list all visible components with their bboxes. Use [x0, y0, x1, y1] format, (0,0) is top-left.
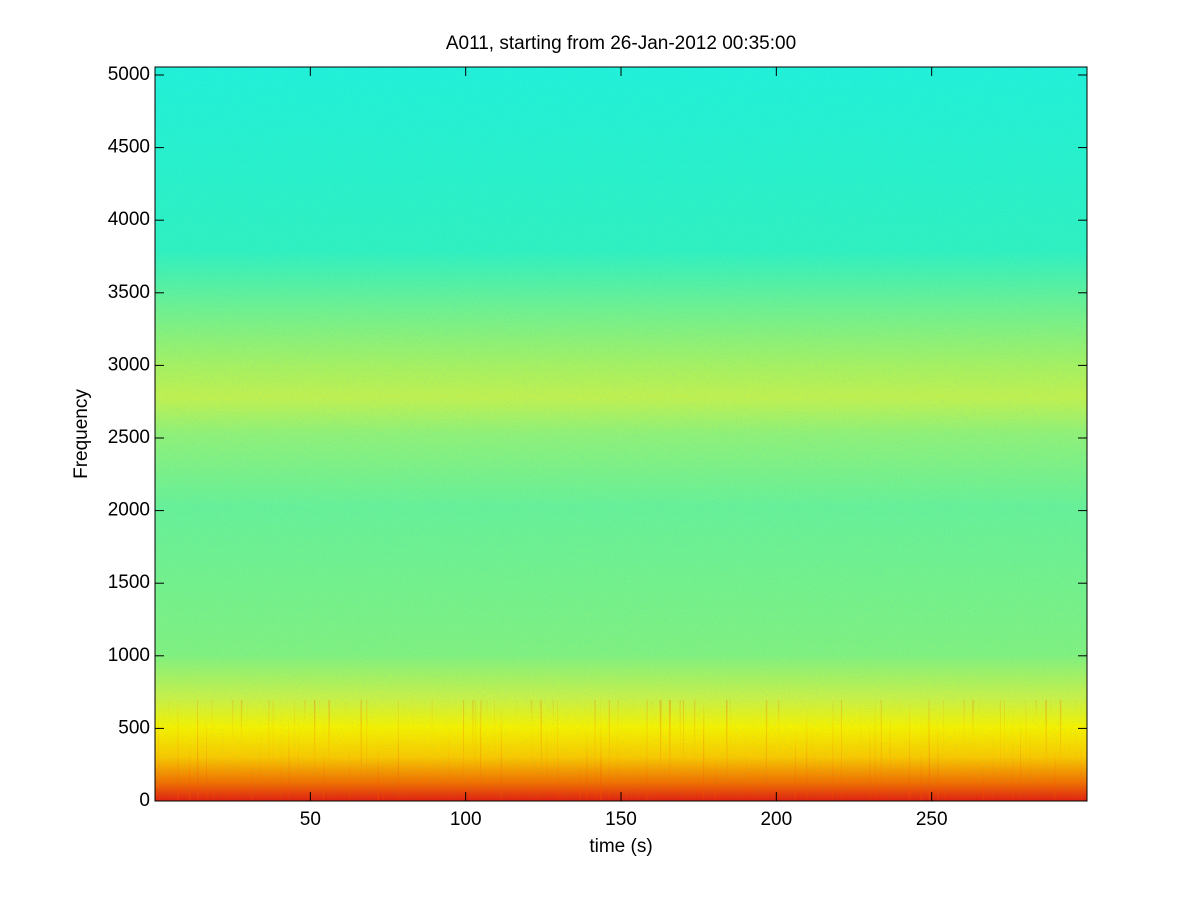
- y-tick-label: 5000: [108, 64, 150, 85]
- y-tick-label: 3000: [108, 354, 150, 375]
- spectrogram-texture: [155, 67, 1087, 801]
- y-tick-label: 4000: [108, 209, 150, 230]
- x-tick-label: 250: [916, 809, 948, 830]
- y-tick-label: 2000: [108, 500, 150, 521]
- y-tick-label: 4500: [108, 137, 150, 158]
- x-axis-label: time (s): [589, 836, 652, 857]
- x-tick-label: 100: [450, 809, 482, 830]
- y-tick-label: 1000: [108, 645, 150, 666]
- y-tick-label: 2500: [108, 427, 150, 448]
- x-tick-label: 150: [605, 809, 637, 830]
- chart-title: A011, starting from 26-Jan-2012 00:35:00: [446, 33, 796, 54]
- y-tick-label: 3500: [108, 282, 150, 303]
- y-tick-label: 500: [118, 717, 150, 738]
- y-tick-label: 0: [139, 790, 150, 811]
- y-axis-label: Frequency: [71, 389, 92, 479]
- spectrogram-streaks: [155, 700, 1087, 801]
- y-tick-label: 1500: [108, 572, 150, 593]
- x-tick-label: 200: [760, 809, 792, 830]
- x-tick-label: 50: [300, 809, 321, 830]
